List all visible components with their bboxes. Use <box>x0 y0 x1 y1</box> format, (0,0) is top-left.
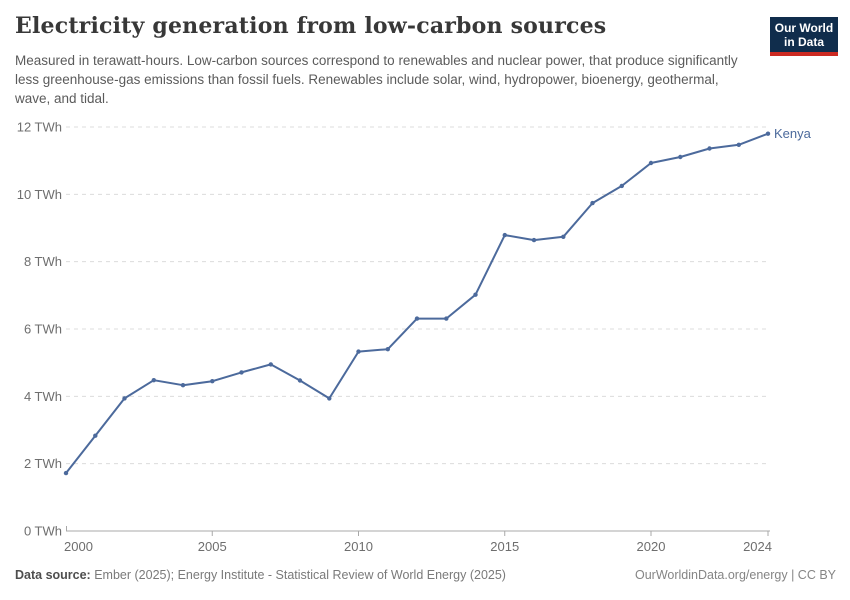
chart-subtitle: Measured in terawatt-hours. Low-carbon s… <box>15 53 738 106</box>
x-axis-label-2020: 2020 <box>637 539 666 554</box>
data-point-2001[interactable] <box>93 433 98 438</box>
data-point-2018[interactable] <box>590 200 595 206</box>
owid-logo-line1: Our World <box>774 21 834 35</box>
data-point-2019[interactable] <box>619 183 624 189</box>
x-axis-label-2005: 2005 <box>198 539 227 554</box>
data-point-2000[interactable] <box>63 470 69 476</box>
y-axis-label-2: 2 TWh <box>24 456 62 471</box>
y-axis-label-4: 4 TWh <box>24 389 62 404</box>
x-axis-label-2000: 2000 <box>64 539 93 554</box>
data-point-2006[interactable] <box>239 370 244 375</box>
data-point-2009[interactable] <box>327 396 332 401</box>
page-title: Electricity generation from low-carbon s… <box>15 13 607 39</box>
data-point-2008[interactable] <box>297 378 303 383</box>
data-point-2014[interactable] <box>473 292 478 297</box>
data-point-2010[interactable] <box>356 349 361 354</box>
data-point-2011[interactable] <box>385 347 390 352</box>
data-point-2005[interactable] <box>210 379 215 384</box>
x-axis-label-2010: 2010 <box>344 539 373 554</box>
y-axis-label-6: 6 TWh <box>24 322 62 337</box>
x-axis-label-2015: 2015 <box>490 539 519 554</box>
data-point-2021[interactable] <box>678 154 683 160</box>
data-point-2022[interactable] <box>707 146 712 151</box>
data-source-label: Data source: <box>15 568 91 582</box>
y-axis-label-0: 0 TWh <box>24 524 62 539</box>
y-axis-label-12: 12 TWh <box>17 120 62 135</box>
data-source-text: Ember (2025); Energy Institute - Statist… <box>94 568 506 582</box>
data-point-2023[interactable] <box>736 142 741 147</box>
chart-footer: Data source: Ember (2025); Energy Instit… <box>15 568 836 582</box>
data-point-2015[interactable] <box>502 232 507 238</box>
owid-logo-line2: in Data <box>783 35 824 49</box>
data-point-2004[interactable] <box>180 383 186 388</box>
data-source-line: Data source: Ember (2025); Energy Instit… <box>15 568 506 582</box>
series-label-kenya[interactable]: Kenya <box>774 126 811 141</box>
y-axis-label-10: 10 TWh <box>17 187 62 202</box>
data-point-2020[interactable] <box>648 160 654 166</box>
data-point-2007[interactable] <box>268 362 273 367</box>
y-axis-label-8: 8 TWh <box>24 254 62 269</box>
data-point-2016[interactable] <box>531 237 537 243</box>
data-point-2024[interactable] <box>765 131 771 136</box>
license-link[interactable]: OurWorldinData.org/energy | CC BY <box>634 568 836 582</box>
data-point-2003[interactable] <box>151 378 156 383</box>
data-point-2002[interactable] <box>122 396 127 401</box>
x-axis-label-2024: 2024 <box>743 539 772 554</box>
data-point-2013[interactable] <box>444 316 449 321</box>
series-line-kenya <box>65 132 769 475</box>
data-point-2012[interactable] <box>414 316 420 321</box>
data-point-2017[interactable] <box>561 234 566 239</box>
owid-logo[interactable]: Our World in Data <box>770 17 838 56</box>
